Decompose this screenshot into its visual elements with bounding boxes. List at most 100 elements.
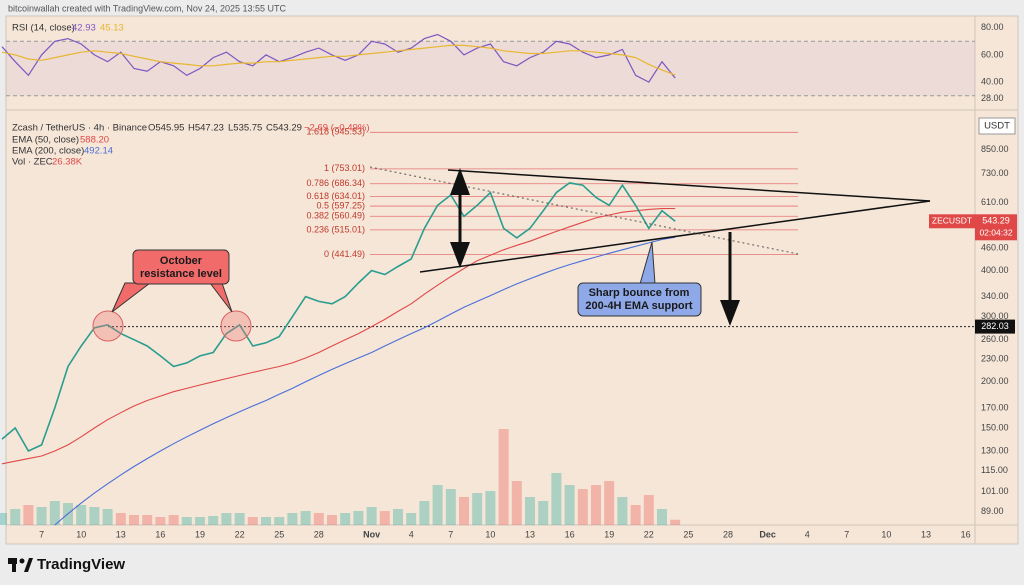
legend-value: 26.38K [52, 157, 83, 168]
y-tick-label: 101.00 [981, 486, 1009, 496]
resistance-touch [220, 310, 252, 342]
ohlc: C543.29 [266, 123, 302, 134]
annotation: October [160, 255, 203, 267]
ema-line [1, 207, 676, 465]
y-tick-label: 730.00 [981, 168, 1009, 178]
volume-bar [181, 517, 192, 525]
x-tick-label: 25 [683, 529, 693, 539]
header: bitcoinwallah created with TradingView.c… [8, 3, 286, 13]
fib-label: 0.5 (597.25) [316, 200, 365, 210]
callout-box [132, 249, 230, 285]
volume-bar [366, 507, 377, 525]
y-tick-label: 300.00 [981, 311, 1009, 321]
resistance-touch [92, 310, 124, 342]
fib-label: 1.618 (945.53) [306, 127, 365, 137]
price-line [1, 182, 676, 453]
annotation: Sharp bounce from [589, 287, 690, 299]
volume-bar [129, 515, 139, 525]
volume-bar [564, 485, 575, 525]
price-box-countdown: 02:04:32 [979, 228, 1012, 238]
volume-bar [353, 511, 364, 525]
ohlc: L535.75 [228, 123, 262, 134]
y-tick-label: 28.00 [981, 93, 1004, 103]
volume-bar [195, 517, 205, 525]
volume-bar [10, 509, 21, 525]
volume-bar [577, 489, 588, 525]
y-tick-label: 850.00 [981, 144, 1009, 154]
volume-bar [525, 497, 535, 525]
rsi-title: RSI (14, close) [12, 23, 75, 34]
y-tick-label: 610.00 [981, 197, 1009, 207]
x-tick-label: Dec [759, 529, 776, 539]
lower-trendline [419, 200, 931, 273]
volume-bar [393, 509, 403, 525]
volume-bar [591, 485, 601, 525]
volume-bar [643, 495, 654, 525]
x-tick-label: 28 [723, 529, 733, 539]
fib-label: 0.786 (686.34) [306, 178, 365, 188]
volume-bar [432, 485, 443, 525]
volume-bar [379, 511, 390, 525]
ohlc: H547.23 [188, 123, 224, 134]
x-tick-label: 22 [235, 529, 245, 539]
arrow-head [720, 300, 740, 326]
volume-bar [115, 513, 126, 525]
x-tick-label: 28 [314, 529, 324, 539]
volume-bar [551, 473, 562, 525]
annotation: 200-4H EMA support [585, 300, 693, 312]
y-tick-label: 340.00 [981, 291, 1009, 301]
volume-bar [274, 517, 285, 525]
volume-bar [511, 481, 522, 525]
volume-bar [142, 515, 153, 525]
legend-value: 492.14 [84, 146, 113, 157]
footer-logo: TradingView [37, 556, 125, 573]
volume-bar [102, 509, 113, 525]
fib-label: 0.618 (634.01) [306, 191, 365, 201]
ohlc: −2.69 (−0.49%) [304, 123, 370, 134]
legend-label: EMA (200, close) [12, 146, 84, 157]
rsi-line [1, 33, 676, 83]
logo-icon [12, 558, 16, 572]
volume-bar [261, 517, 271, 525]
volume-bar [300, 511, 311, 525]
x-tick-label: 16 [961, 529, 971, 539]
volume-bar [76, 505, 87, 525]
volume-bar [657, 509, 667, 525]
fib-label: 0 (441.49) [324, 249, 365, 259]
price-title: Zcash / TetherUS · 4h · Binance [12, 123, 147, 134]
x-tick-label: Nov [363, 529, 380, 539]
volume-bar [0, 513, 7, 525]
x-tick-label: 7 [39, 529, 44, 539]
volume-bar [208, 516, 219, 525]
legend-label: Vol · ZEC [12, 157, 53, 168]
fib-label: 0.236 (515.01) [306, 224, 365, 234]
volume-bar [498, 429, 509, 525]
y-tick-label: 230.00 [981, 354, 1009, 364]
price-tag-symbol: ZECUSDT [932, 216, 972, 226]
volume-bar [23, 505, 34, 525]
volume-bar [155, 517, 166, 525]
drawings: October resistance level Sharp bounce fr… [92, 166, 931, 342]
y-tick-label: 150.00 [981, 422, 1009, 432]
x-tick-label: 13 [525, 529, 535, 539]
volume-bar [617, 497, 628, 525]
arrow-head [450, 242, 470, 268]
footer: TradingView [8, 556, 125, 573]
y-tick-label: 40.00 [981, 76, 1004, 86]
volume-bar [472, 493, 483, 525]
rsi-ma-value: 45.13 [100, 23, 124, 34]
legend-value: 588.20 [80, 135, 109, 146]
volume-bar [168, 515, 179, 525]
plot-layer: 80.00 60.00 40.00 28.00 850.00 730.00 610.00 46… [0, 22, 1017, 539]
legend-label: EMA (50, close) [12, 135, 79, 146]
volume-bar [89, 507, 100, 525]
rsi-line [1, 44, 676, 76]
volume-bar [221, 513, 232, 525]
volume-bar [670, 519, 681, 525]
x-tick-label: 10 [485, 529, 495, 539]
logo-icon [24, 558, 33, 572]
upper-trendline [447, 169, 931, 202]
volume-bar [340, 513, 351, 525]
x-tick-label: 13 [116, 529, 126, 539]
